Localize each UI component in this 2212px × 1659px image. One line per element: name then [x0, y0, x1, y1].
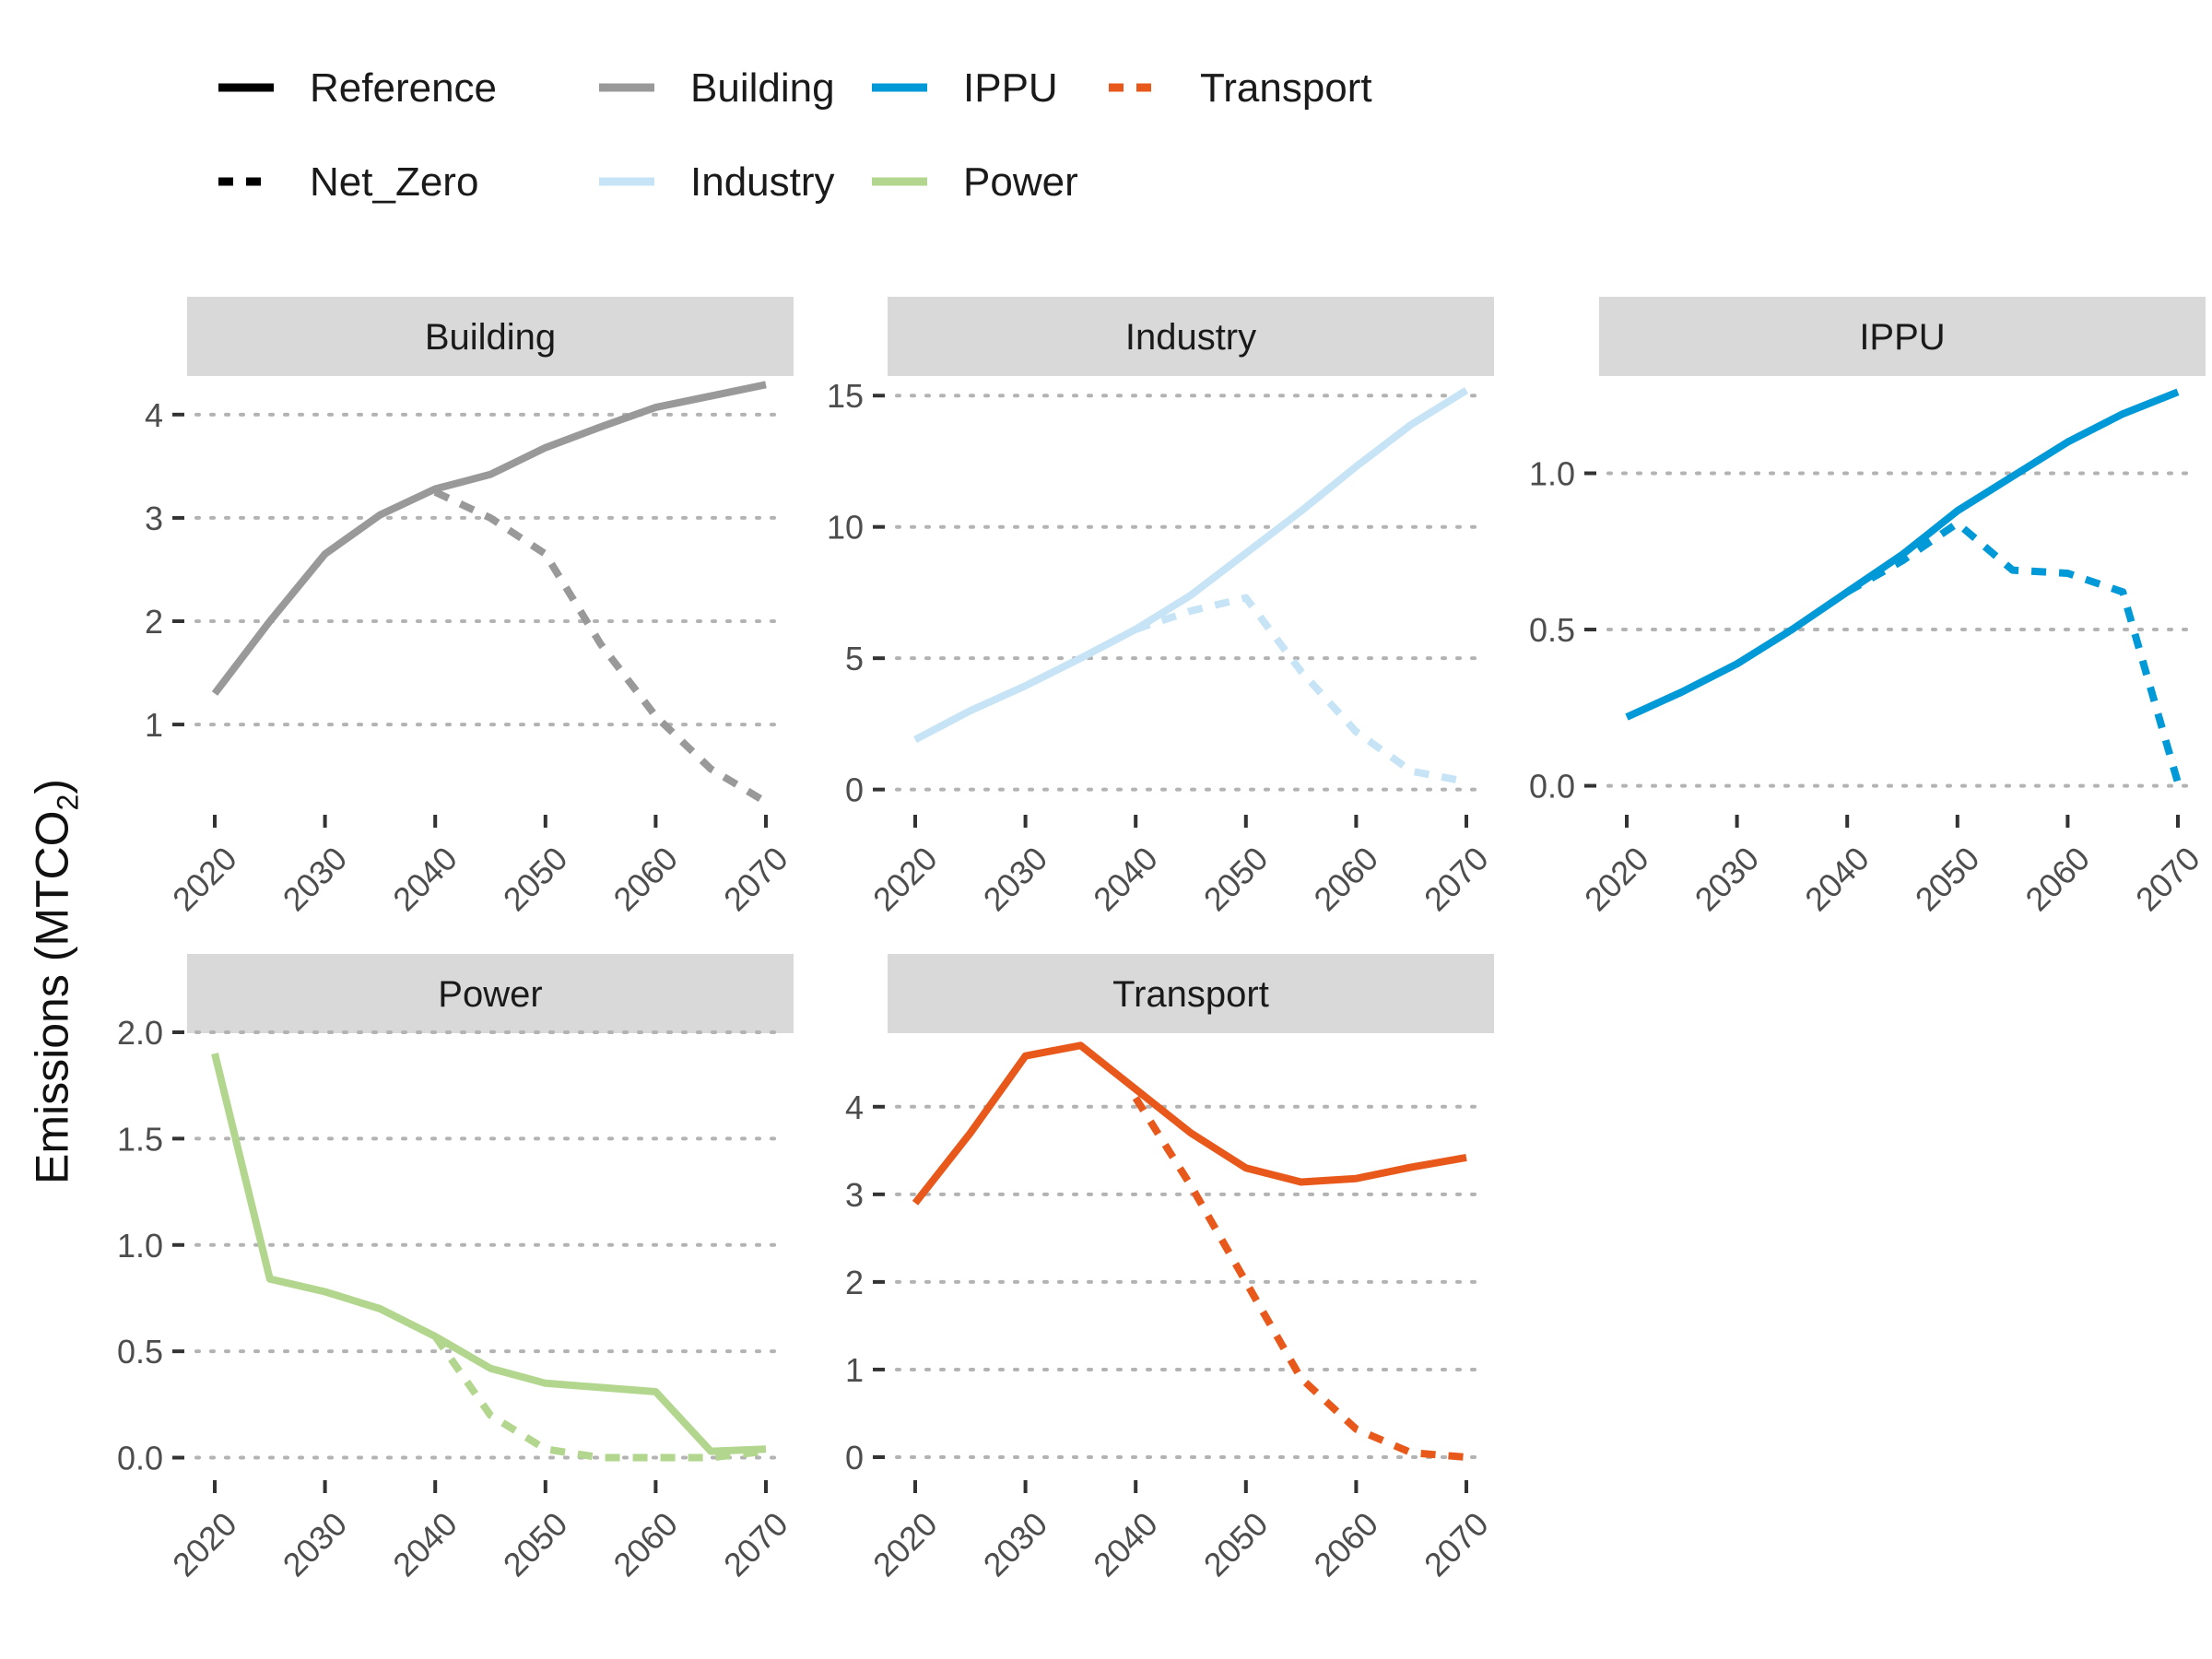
legend-key-industry [599, 177, 654, 186]
panel-power: Power 0.0 0.5 1.0 1.5 2.0 2020 2030 2040 2050 2060… [117, 954, 795, 1583]
tick-label-x-transport: 2020 [865, 1505, 945, 1584]
tick-label-x-power: 2020 [165, 1505, 244, 1584]
series-line-power-reference [211, 1053, 767, 1455]
series-line-building-net-zero [433, 488, 769, 806]
tick-label-y-ippu: 0.0 [1529, 768, 1575, 806]
series-line-ippu-reference [1625, 388, 2180, 721]
tick-label-x-industry: 2050 [1196, 840, 1276, 919]
tick-label-x-industry: 2020 [865, 840, 945, 919]
series-line-power-net-zero [431, 1334, 767, 1462]
panel-transport: Transport 0 1 2 3 4 2020 2030 2040 2050 2060 2070 [845, 954, 1496, 1583]
series-line-transport-net-zero [1132, 1096, 1467, 1461]
series-line-building-reference [211, 381, 767, 696]
strip-label-building: Building [425, 317, 556, 358]
panel-ippu: IPPU 0.0 0.5 1.0 2020 2030 2040 2050 2060 2070 [1529, 297, 2207, 918]
tick-label-y-power: 1.0 [117, 1227, 163, 1265]
tick-label-x-industry: 2060 [1306, 840, 1385, 919]
legend-label-power: Power [963, 159, 1078, 205]
legend-label-reference: Reference [310, 65, 498, 111]
tick-label-x-ippu: 2040 [1797, 840, 1877, 919]
tick-label-y-building: 1 [145, 706, 163, 744]
strip-power [187, 954, 794, 1033]
tick-label-x-industry: 2040 [1086, 840, 1165, 919]
legend-label-ippu: IPPU [963, 65, 1058, 111]
legend-key-net-zero [218, 177, 274, 186]
strip-ippu [1599, 297, 2206, 376]
tick-label-y-power: 1.5 [117, 1120, 163, 1158]
strip-label-transport: Transport [1112, 974, 1269, 1015]
tick-label-x-building: 2020 [165, 840, 244, 919]
tick-label-y-industry: 10 [827, 509, 864, 547]
tick-label-x-power: 2050 [496, 1505, 575, 1584]
tick-label-x-transport: 2060 [1306, 1505, 1385, 1584]
tick-label-y-transport: 4 [845, 1088, 864, 1126]
panel-industry: Industry 0 5 10 15 2020 2030 2040 2050 2060 2070 [827, 297, 1496, 918]
series-line-ippu-net-zero [1845, 519, 2182, 784]
strip-label-ippu: IPPU [1859, 317, 1945, 358]
legend-label-industry: Industry [690, 159, 835, 205]
legend-key-building [599, 83, 654, 92]
strip-label-industry: Industry [1125, 317, 1256, 358]
series-line-transport-reference [912, 1041, 1467, 1206]
panel-building: Building 1 2 3 4 2020 2030 2040 2050 2060 2070 [145, 297, 795, 918]
strip-label-power: Power [438, 974, 542, 1015]
tick-label-x-ippu: 2020 [1577, 840, 1656, 919]
tick-label-y-ippu: 1.0 [1529, 455, 1575, 493]
tick-label-y-transport: 2 [845, 1264, 864, 1301]
tick-label-x-building: 2050 [496, 840, 575, 919]
legend-label-net-zero: Net_Zero [310, 159, 479, 205]
tick-label-x-ippu: 2070 [2128, 840, 2207, 919]
tick-label-x-transport: 2050 [1196, 1505, 1276, 1584]
tick-label-y-building: 4 [145, 396, 163, 434]
tick-label-y-industry: 0 [845, 771, 864, 809]
tick-label-y-power: 2.0 [117, 1014, 163, 1052]
tick-label-y-transport: 3 [845, 1176, 864, 1214]
tick-label-y-industry: 15 [827, 377, 864, 415]
tick-label-x-transport: 2040 [1086, 1505, 1165, 1584]
strip-industry [888, 297, 1494, 376]
tick-label-x-power: 2060 [606, 1505, 685, 1584]
tick-label-x-transport: 2070 [1417, 1505, 1496, 1584]
tick-label-x-transport: 2030 [976, 1505, 1055, 1584]
tick-label-x-building: 2070 [716, 840, 795, 919]
legend-key-ippu [872, 83, 927, 92]
legend-key-transport [1109, 83, 1164, 92]
tick-label-x-power: 2040 [385, 1505, 465, 1584]
legend-key-power [872, 177, 927, 186]
tick-label-x-ippu: 2030 [1688, 840, 1767, 919]
series-line-industry-reference [913, 387, 1469, 744]
strip-transport [888, 954, 1494, 1033]
tick-label-x-ippu: 2050 [1908, 840, 1987, 919]
tick-label-y-building: 3 [145, 500, 163, 537]
tick-label-x-industry: 2070 [1417, 840, 1496, 919]
tick-label-x-building: 2060 [606, 840, 685, 919]
tick-label-x-industry: 2030 [976, 840, 1055, 919]
tick-label-x-power: 2030 [276, 1505, 355, 1584]
tick-label-x-ippu: 2060 [2018, 840, 2097, 919]
tick-label-y-industry: 5 [845, 640, 864, 677]
strip-building [187, 297, 794, 376]
legend-label-transport: Transport [1200, 65, 1372, 111]
series-line-industry-net-zero [1134, 594, 1467, 786]
tick-label-y-building: 2 [145, 603, 163, 641]
tick-label-x-building: 2030 [276, 840, 355, 919]
tick-label-y-power: 0.0 [117, 1440, 163, 1477]
tick-label-y-transport: 1 [845, 1351, 864, 1389]
tick-label-x-building: 2040 [385, 840, 465, 919]
legend-key-reference [218, 83, 274, 92]
legend-label-building: Building [690, 65, 835, 111]
tick-label-y-ippu: 0.5 [1529, 611, 1575, 649]
legend: Reference Net_Zero Building Industry IPP… [0, 0, 2212, 240]
tick-label-y-transport: 0 [845, 1439, 864, 1477]
tick-label-y-power: 0.5 [117, 1333, 163, 1371]
tick-label-x-power: 2070 [716, 1505, 795, 1584]
